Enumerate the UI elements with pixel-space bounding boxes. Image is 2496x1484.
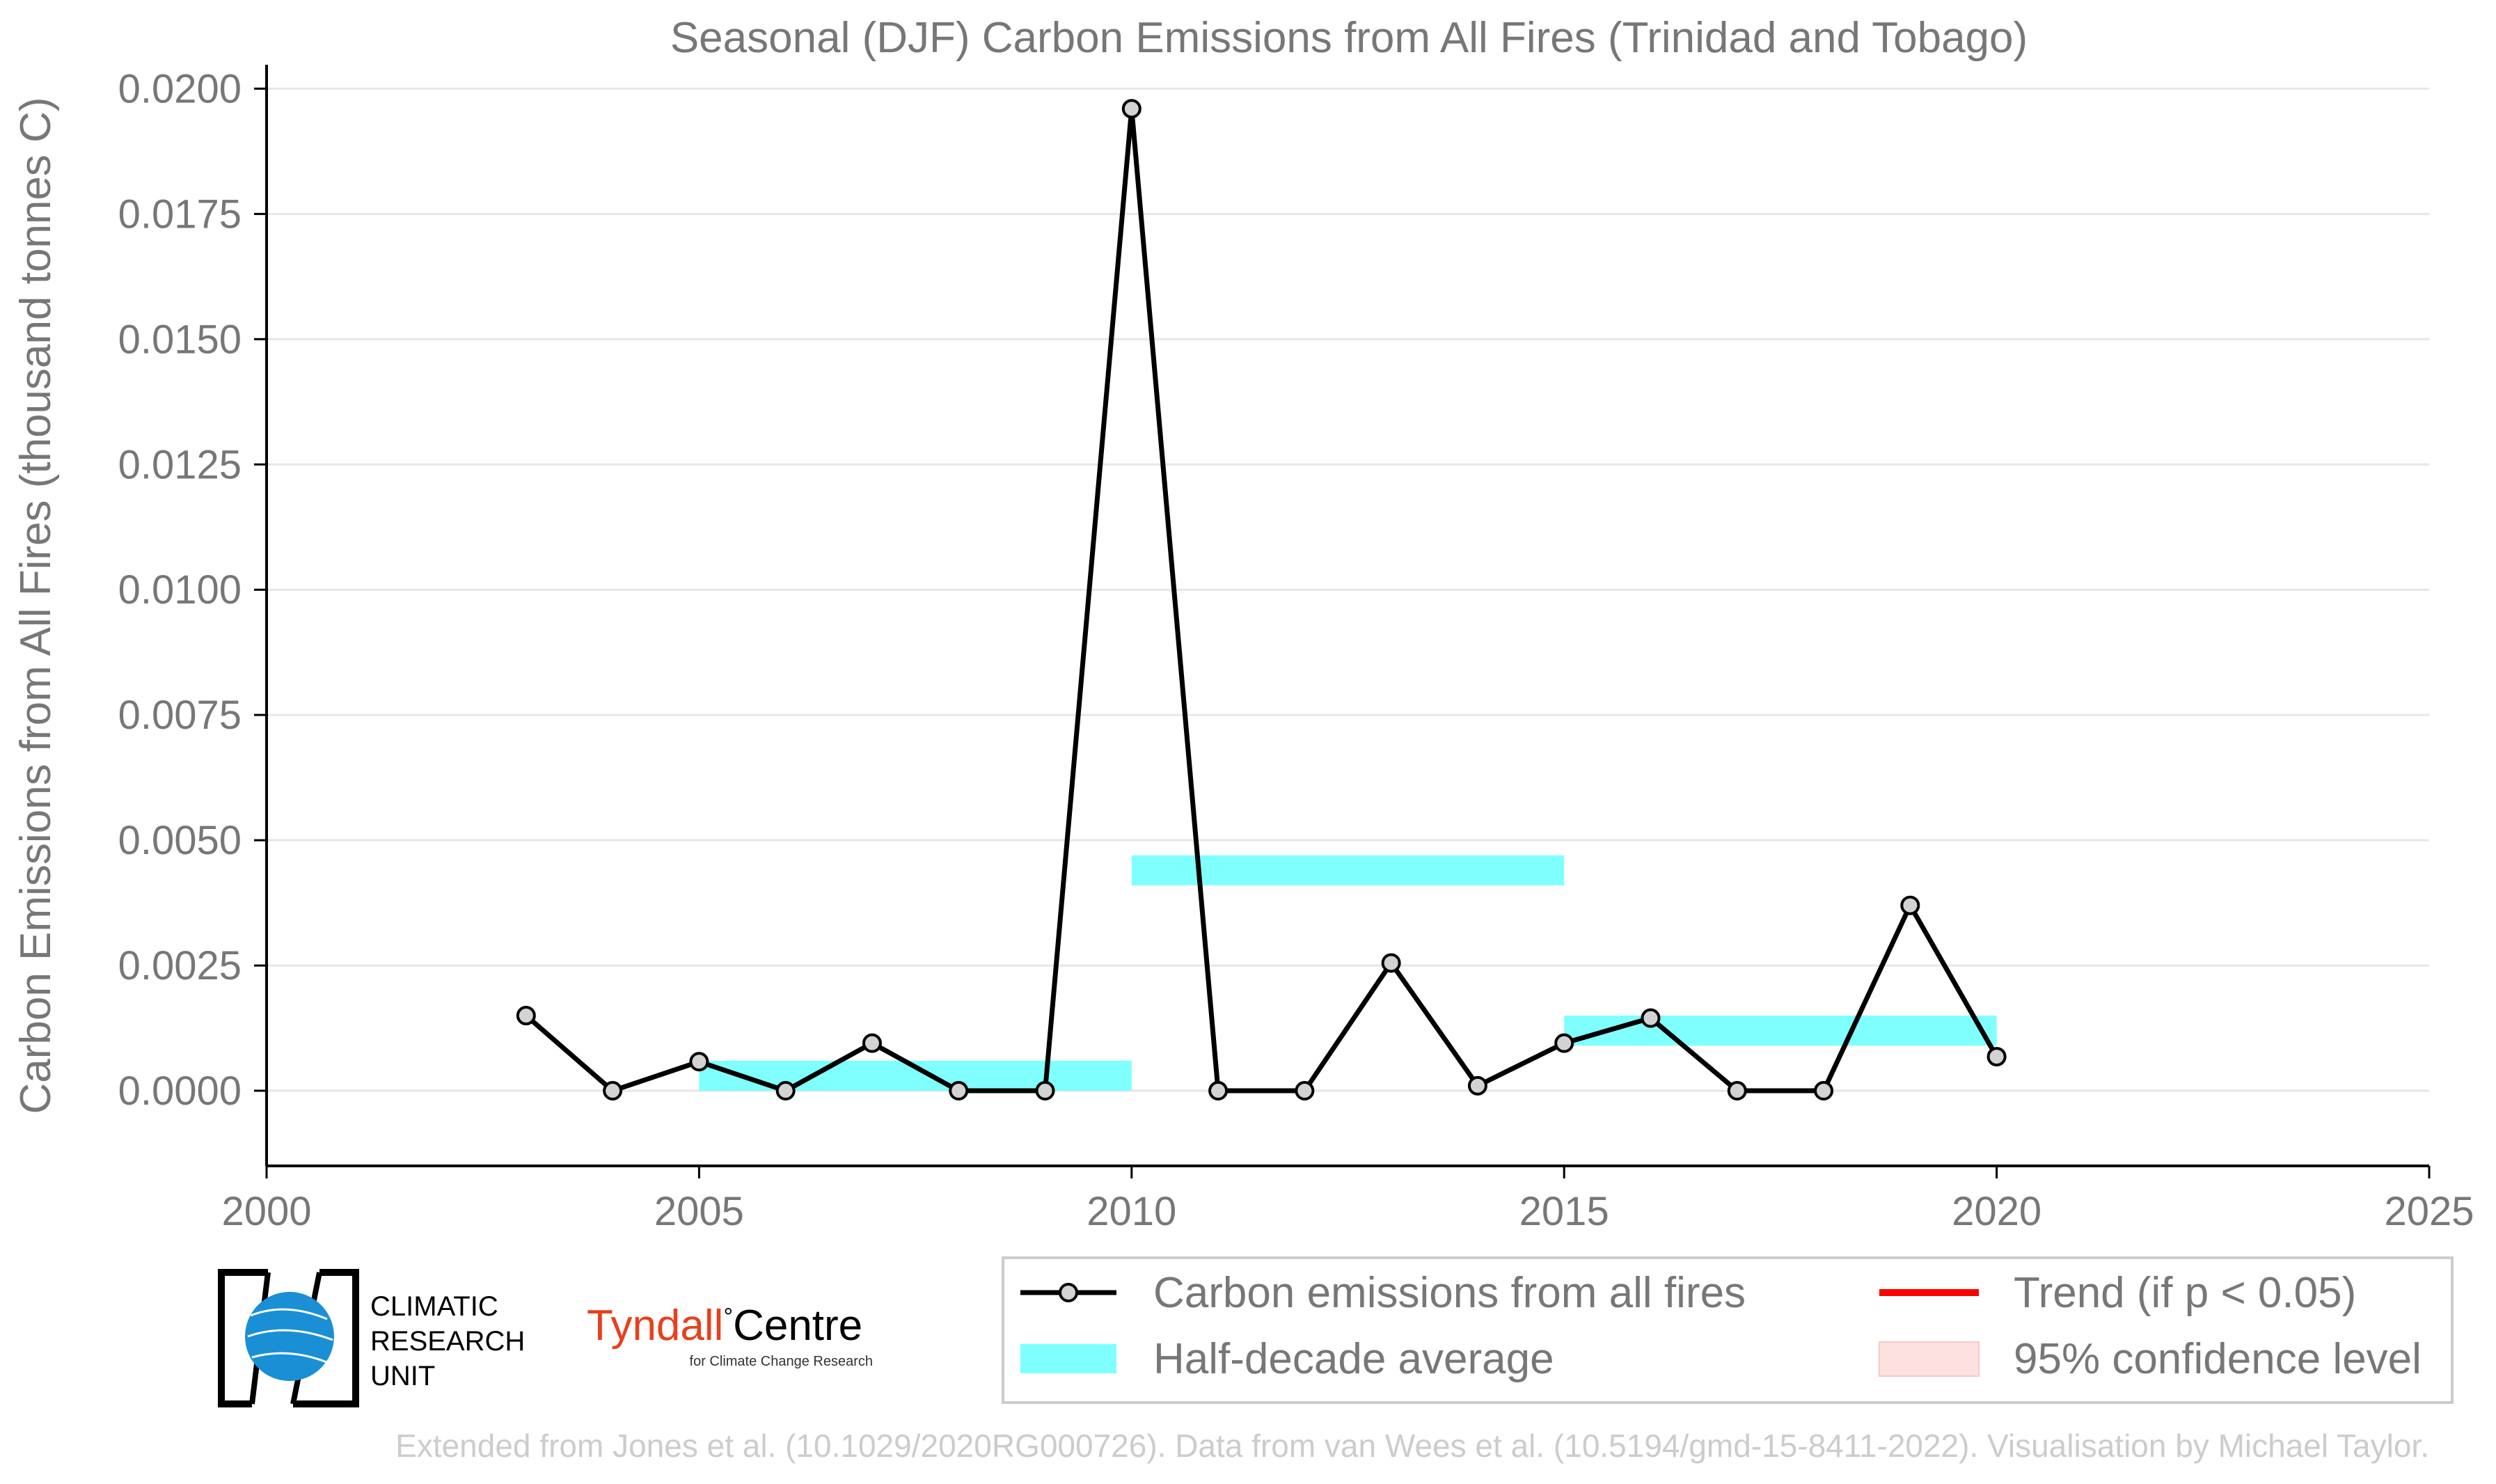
- series-points-group: [516, 99, 2007, 1101]
- cru-bracket-icon: [218, 1269, 268, 1407]
- legend-frame: [1002, 1256, 2454, 1404]
- x-tick-label: 2020: [1952, 1189, 2041, 1234]
- chart-title: Seasonal (DJF) Carbon Emissions from All…: [670, 14, 2028, 62]
- tyndall-logo-subtitle: for Climate Change Research: [690, 1354, 873, 1369]
- footer-credit: Extended from Jones et al. (10.1029/2020…: [395, 1428, 2429, 1464]
- x-tick-label: 2015: [1519, 1189, 1609, 1234]
- tick-labels: 0.0000 0.0025 0.0050 0.0075 0.0100 0.0125 0.01…: [118, 66, 2474, 1234]
- axes: [265, 65, 2431, 1178]
- data-point: [1900, 895, 1920, 915]
- data-point: [1035, 1081, 1055, 1101]
- data-point: [1986, 1047, 2007, 1067]
- data-point: [516, 1006, 536, 1026]
- series-line: [524, 106, 1999, 1094]
- half-decade-average-bar: [1564, 1016, 1997, 1046]
- data-point: [775, 1081, 796, 1101]
- y-tick-label: 0.0150: [118, 317, 242, 362]
- y-tick-label: 0.0075: [118, 693, 242, 738]
- data-point: [1814, 1081, 1834, 1101]
- cru-logo-line-3: UNIT: [370, 1361, 435, 1391]
- cru-bracket-right-icon: [293, 1269, 359, 1407]
- legend-label-trend: Trend (if p < 0.05): [2014, 1269, 2356, 1317]
- series-line-group: [524, 106, 1999, 1094]
- data-point: [1554, 1033, 1574, 1053]
- data-point: [862, 1033, 882, 1053]
- legend: Carbon emissions from all fires Trend (i…: [1002, 1256, 2454, 1404]
- data-point: [1641, 1008, 1661, 1028]
- cru-logo: CLIMATIC RESEARCH UNIT: [218, 1269, 525, 1407]
- data-point: [1295, 1081, 1315, 1101]
- x-tick-label: 2010: [1087, 1189, 1176, 1234]
- legend-marker-swatch: [1059, 1283, 1078, 1302]
- y-tick-label: 0.0175: [118, 191, 242, 237]
- globe-swirl-icon: [247, 1308, 333, 1364]
- legend-confidence-swatch: [1879, 1341, 1980, 1377]
- y-tick-label: 0.0050: [118, 818, 242, 863]
- gridlines: [254, 87, 2429, 1092]
- data-point: [1727, 1081, 1747, 1101]
- y-tick-label: 0.0200: [118, 66, 242, 111]
- x-tick-label: 2025: [2384, 1189, 2474, 1234]
- data-point: [1381, 953, 1401, 973]
- cru-logo-line-1: CLIMATIC: [370, 1291, 498, 1322]
- tyndall-logo: Tyndall°Centre for Climate Change Resear…: [587, 1302, 873, 1369]
- legend-label-emissions: Carbon emissions from all fires: [1153, 1269, 1746, 1317]
- data-point: [689, 1052, 709, 1072]
- tyndall-logo-wordmark: Tyndall°Centre: [587, 1302, 862, 1350]
- legend-average-swatch: [1020, 1344, 1116, 1373]
- data-point: [1208, 1081, 1229, 1101]
- data-point: [1121, 99, 1142, 119]
- half-decade-average-bands: [699, 855, 1997, 1091]
- y-axis-label: Carbon Emissions from All Fires (thousan…: [12, 97, 60, 1114]
- x-tick-label: 2005: [654, 1189, 744, 1234]
- data-point: [949, 1081, 969, 1101]
- y-tick-label: 0.0125: [118, 442, 242, 487]
- legend-label-confidence: 95% confidence level: [2014, 1335, 2422, 1383]
- half-decade-average-bar: [1131, 855, 1565, 885]
- data-point: [603, 1081, 623, 1101]
- x-tick-label: 2000: [221, 1189, 311, 1234]
- y-tick-label: 0.0100: [118, 567, 242, 613]
- legend-label-average: Half-decade average: [1153, 1335, 1554, 1383]
- y-tick-label: 0.0025: [118, 943, 242, 988]
- data-point: [1467, 1075, 1487, 1096]
- cru-logo-line-2: RESEARCH: [370, 1326, 525, 1357]
- y-tick-label: 0.0000: [118, 1068, 242, 1114]
